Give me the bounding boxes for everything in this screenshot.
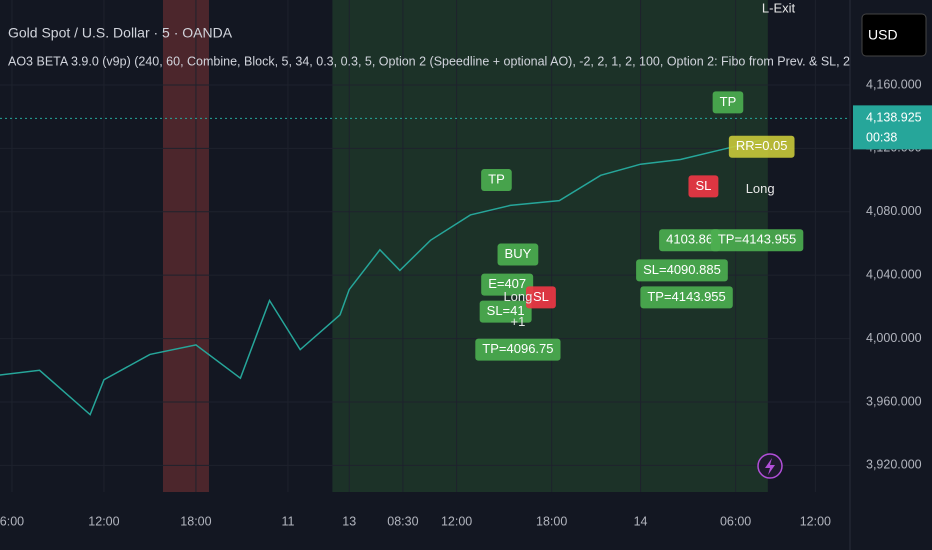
plot-area: TPBUYE=407SL=41TP=4096.75SLLong+14103.86… xyxy=(0,0,850,492)
x-tick-label: 13 xyxy=(342,514,356,528)
annotation-label: RR=0.05 xyxy=(736,138,788,153)
annotation-label: SL xyxy=(533,289,549,304)
x-tick-label: 08:30 xyxy=(387,514,418,528)
annotation-label: SL=4090.885 xyxy=(643,262,721,277)
x-tick-label: 18:00 xyxy=(536,514,567,528)
y-tick-label: 4,040.000 xyxy=(866,267,922,281)
annotation-label: TP=4143.955 xyxy=(647,289,725,304)
shaded-range xyxy=(162,0,209,492)
annotation-box xyxy=(481,169,512,192)
x-tick-label: 14 xyxy=(634,514,648,528)
alert-bolt xyxy=(765,458,775,475)
annotation-label: Long xyxy=(746,181,775,196)
annotation-label: TP=4096.75 xyxy=(482,341,553,356)
x-tick-label: 12:00 xyxy=(441,514,472,528)
x-tick-label: 06:00 xyxy=(720,514,751,528)
annotation-label: BUY xyxy=(505,246,532,261)
x-tick-label: 12:00 xyxy=(88,514,119,528)
annotation-label: TP xyxy=(720,94,737,109)
y-tick-label: 3,920.000 xyxy=(866,458,922,472)
annotation-label: 4103.86 xyxy=(666,232,713,247)
annotation-label: E=407 xyxy=(488,276,526,291)
price-line xyxy=(0,139,761,416)
annotation-box xyxy=(481,273,534,296)
annotation-label: SL xyxy=(695,178,711,193)
x-tick-label: 12:00 xyxy=(800,514,831,528)
annotation-label: +1 xyxy=(510,314,525,329)
annotation-box xyxy=(712,91,744,114)
countdown: 00:38 xyxy=(866,131,897,145)
x-tick-label: 6:00 xyxy=(0,514,24,528)
annotation-box xyxy=(688,175,719,198)
annotation-box xyxy=(525,286,556,309)
annotation-label: TP=4143.955 xyxy=(718,232,796,247)
currency-button[interactable] xyxy=(861,13,927,57)
annotation-box xyxy=(728,135,795,158)
y-tick-label: 4,080.000 xyxy=(866,204,922,218)
annotation-label: SL=41 xyxy=(487,303,525,318)
x-tick-label: 11 xyxy=(281,514,294,528)
y-tick-label: 3,960.000 xyxy=(866,394,922,408)
annotation-box xyxy=(497,243,539,266)
annotation-box xyxy=(710,229,804,252)
annotation-label: L-Exit xyxy=(762,0,796,15)
annotation-box xyxy=(636,259,728,282)
annotation-label: TP xyxy=(488,171,505,186)
y-tick-label: 4,000.000 xyxy=(866,331,922,345)
last-price-label: 4,138.925 xyxy=(866,111,922,125)
y-tick-label: 4,160.000 xyxy=(866,77,922,91)
annotation-box xyxy=(640,286,733,309)
currency-label[interactable]: USD xyxy=(868,27,898,43)
annotation-box xyxy=(479,300,532,323)
chart-title: Gold Spot / U.S. Dollar · 5 · OANDA xyxy=(8,25,233,41)
indicator-legend: AO3 BETA 3.9.0 (v9p) (240, 60, Combine, … xyxy=(8,54,906,68)
annotation-box xyxy=(659,229,721,252)
last-price-box xyxy=(853,105,932,150)
annotation-label: Long xyxy=(503,289,532,304)
annotation-box xyxy=(475,338,561,361)
x-tick-label: 18:00 xyxy=(180,514,211,528)
